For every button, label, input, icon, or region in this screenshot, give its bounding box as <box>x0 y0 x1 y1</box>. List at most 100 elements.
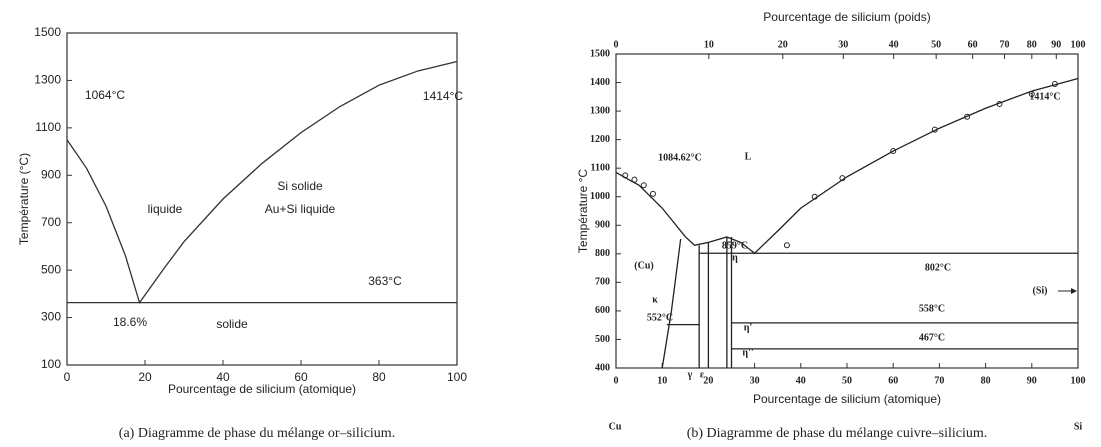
x-tick-label: 50 <box>842 375 852 386</box>
phase-line <box>66 60 458 305</box>
x2-tick-label: 100 <box>1071 39 1086 50</box>
phase-line <box>661 238 682 369</box>
x2-tick-label: 20 <box>778 39 788 50</box>
data-point <box>1028 90 1035 97</box>
x-tick-label: 40 <box>216 370 230 384</box>
annotation: κ <box>652 294 658 305</box>
annotation: (Cu) <box>634 260 653 271</box>
plot-frame <box>615 53 1079 369</box>
y-tick-label: 1400 <box>590 77 610 88</box>
caption: (b) Diagramme de phase du mélange cuivre… <box>687 426 988 441</box>
y-tick-label: 900 <box>595 220 610 231</box>
x2-tick-label: 40 <box>889 39 899 50</box>
x-tick-label: 60 <box>294 370 308 384</box>
annotation: 1084.62°C <box>658 152 702 163</box>
y-tick-label: 1200 <box>590 134 610 145</box>
x2-tick-label: 50 <box>931 39 941 50</box>
x2-tick-label: 70 <box>1000 39 1010 50</box>
annotation: 859°C <box>722 240 748 251</box>
y-tick-label: 1100 <box>35 120 61 134</box>
annotation: η <box>732 252 738 263</box>
annotation: solide <box>216 317 248 331</box>
plot-frame <box>66 32 458 366</box>
data-point <box>811 193 818 200</box>
y-tick-label: 700 <box>41 215 61 229</box>
x-tick-label: 0 <box>614 375 619 386</box>
y-tick-label: 100 <box>41 357 61 371</box>
x2-tick-label: 90 <box>1051 39 1061 50</box>
data-point <box>839 175 846 182</box>
annotation: Au+Si liquide <box>265 202 336 216</box>
data-point <box>649 190 656 197</box>
y-tick-label: 500 <box>595 334 610 345</box>
x2-tick-label: 80 <box>1027 39 1037 50</box>
annotation: 1414°C <box>423 89 463 103</box>
annotation: γ <box>687 369 693 380</box>
annotation: η' <box>744 322 753 333</box>
y-tick-label: 1300 <box>590 105 610 116</box>
x-axis-label: Pourcentage de silicium (atomique) <box>168 382 356 396</box>
y-axis-label: Température (°C) <box>17 153 31 245</box>
x-tick-label: 80 <box>981 375 991 386</box>
y-tick-label: 1500 <box>590 48 610 59</box>
data-point <box>890 148 897 155</box>
y-tick-label: 700 <box>595 277 610 288</box>
x-tick-label: 0 <box>64 370 71 384</box>
x-tick-label: 100 <box>447 370 467 384</box>
data-point <box>996 100 1003 107</box>
annotation: 558°C <box>919 303 945 314</box>
x-tick-label: 80 <box>372 370 386 384</box>
data-point <box>631 176 638 183</box>
y-tick-label: 1100 <box>591 162 610 173</box>
y-tick-label: 900 <box>41 167 61 181</box>
x-tick-label: 40 <box>796 375 806 386</box>
annotation: liquide <box>148 202 183 216</box>
data-point <box>931 126 938 133</box>
y-tick-label: 600 <box>595 305 610 316</box>
y-axis-label: Température °C <box>576 169 590 253</box>
annotation: Cu <box>609 421 622 432</box>
x-tick-label: 70 <box>934 375 944 386</box>
y-tick-label: 1300 <box>34 73 61 87</box>
annotation: Si solide <box>277 179 323 193</box>
x-tick-label: 60 <box>888 375 898 386</box>
x2-tick-label: 60 <box>968 39 978 50</box>
annotation: 18.6% <box>113 315 147 329</box>
data-point <box>783 242 790 249</box>
data-point <box>1051 80 1058 87</box>
x2-axis-label: Pourcentage de silicium (poids) <box>763 10 930 24</box>
annotation: 363°C <box>368 274 402 288</box>
annotation: 1414°C <box>1029 91 1060 102</box>
x-tick-label: 10 <box>657 375 667 386</box>
annotation: ε <box>700 369 705 380</box>
data-point <box>964 113 971 120</box>
data-point <box>640 182 647 189</box>
x2-tick-label: 10 <box>704 39 714 50</box>
annotation: 467°C <box>919 332 945 343</box>
x-tick-label: 90 <box>1027 375 1037 386</box>
x2-tick-label: 0 <box>614 39 619 50</box>
x-axis-label: Pourcentage de silicium (atomique) <box>753 392 941 406</box>
annotation: L <box>745 151 752 162</box>
y-tick-label: 400 <box>595 362 610 373</box>
annotation: (Si) <box>1033 285 1048 296</box>
y-tick-label: 300 <box>41 310 61 324</box>
annotation: 802°C <box>925 262 951 273</box>
annotation: η'' <box>742 347 753 358</box>
y-tick-label: 500 <box>41 262 61 276</box>
annotation: 552°C <box>647 312 673 323</box>
annotation: 1064°C <box>85 88 125 102</box>
y-tick-label: 800 <box>595 248 610 259</box>
arrow-head <box>1071 288 1077 294</box>
x-tick-label: 20 <box>138 370 152 384</box>
caption: (a) Diagramme de phase du mélange or–sil… <box>119 426 395 441</box>
y-tick-label: 1000 <box>590 191 610 202</box>
phase-line <box>615 77 1079 255</box>
x-tick-label: 30 <box>750 375 760 386</box>
x2-tick-label: 30 <box>838 39 848 50</box>
y-tick-label: 1500 <box>34 25 61 39</box>
annotation: Si <box>1074 421 1083 432</box>
x-tick-label: 20 <box>703 375 713 386</box>
x-tick-label: 100 <box>1071 375 1086 386</box>
